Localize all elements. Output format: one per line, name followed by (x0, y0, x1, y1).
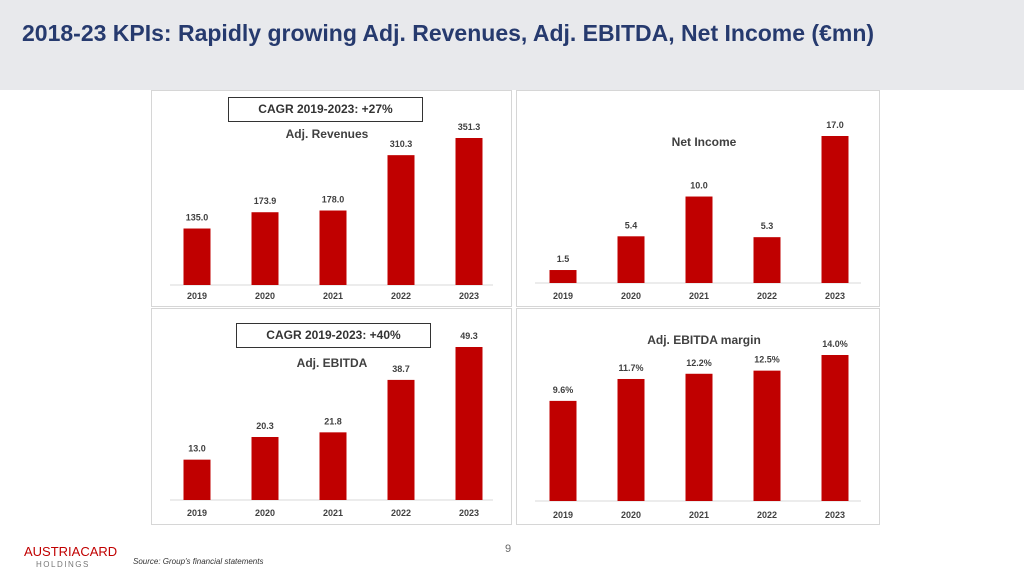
bar-2019 (549, 400, 577, 501)
data-label-2022: 310.3 (390, 139, 413, 149)
cagr-annotation-ebitda: CAGR 2019-2023: +40% (236, 323, 431, 348)
chart-adj-revenues: Adj. Revenues 135.0 2019 173.9 2020 178.0 2021… (170, 122, 493, 301)
category-label-2021: 2021 (323, 291, 343, 301)
logo-wordmark: AUSTRIACARD (24, 544, 118, 559)
category-label-2022: 2022 (757, 291, 777, 301)
data-label-2020: 20.3 (256, 421, 274, 431)
category-label-2022: 2022 (391, 291, 411, 301)
bar-2023 (821, 136, 849, 283)
bar-2019 (549, 270, 577, 283)
panel-adj-ebitda: Adj. EBITDA 13.0 2019 20.3 2020 21.8 2021 38.7 2… (151, 308, 512, 525)
bar-2023 (455, 138, 483, 285)
data-label-2023: 14.0% (822, 339, 848, 349)
chart-title: Adj. EBITDA (297, 356, 368, 370)
chart-title: Adj. Revenues (286, 127, 369, 141)
bar-2020 (251, 437, 279, 500)
bar-2022 (753, 237, 781, 283)
data-label-2021: 12.2% (686, 358, 712, 368)
data-label-2019: 1.5 (557, 254, 570, 264)
bar-2019 (183, 459, 211, 500)
bar-2020 (617, 378, 645, 501)
data-label-2020: 173.9 (254, 196, 277, 206)
bar-2023 (455, 347, 483, 500)
data-label-2023: 351.3 (458, 122, 481, 132)
category-label-2021: 2021 (323, 508, 343, 518)
category-label-2019: 2019 (187, 291, 207, 301)
category-label-2022: 2022 (391, 508, 411, 518)
chart-adj-ebitda: Adj. EBITDA 13.0 2019 20.3 2020 21.8 2021 38.7 2… (170, 331, 493, 518)
category-label-2020: 2020 (255, 291, 275, 301)
page-title: 2018-23 KPIs: Rapidly growing Adj. Reven… (22, 20, 875, 46)
data-label-2021: 10.0 (690, 181, 708, 191)
page-number: 9 (505, 543, 512, 555)
data-label-2022: 12.5% (754, 355, 780, 365)
bar-2019 (183, 228, 211, 285)
panel-adj-revenues: Adj. Revenues 135.0 2019 173.9 2020 178.0 2021… (151, 90, 512, 307)
bar-2020 (251, 212, 279, 285)
data-label-2023: 17.0 (826, 120, 844, 130)
header-band: 2018-23 KPIs: Rapidly growing Adj. Reven… (0, 0, 1024, 90)
bar-2021 (319, 210, 347, 285)
category-label-2020: 2020 (621, 291, 641, 301)
cagr-annotation-revenues: CAGR 2019-2023: +27% (228, 97, 423, 122)
data-label-2022: 5.3 (761, 221, 774, 231)
data-label-2019: 13.0 (188, 444, 206, 454)
category-label-2020: 2020 (621, 510, 641, 520)
bar-2022 (753, 370, 781, 501)
chart-adj-ebitda-margin: Adj. EBITDA margin 9.6% 2019 11.7% 2020 12.2%… (535, 333, 861, 520)
data-label-2020: 11.7% (618, 363, 643, 373)
category-label-2019: 2019 (187, 508, 207, 518)
category-label-2023: 2023 (459, 291, 479, 301)
data-label-2020: 5.4 (625, 220, 638, 230)
category-label-2023: 2023 (459, 508, 479, 518)
panel-net-income: Net Income 1.5 2019 5.4 2020 10.0 2021 5.3 2022 1… (516, 90, 880, 307)
bar-2020 (617, 236, 645, 283)
bar-2023 (821, 355, 849, 501)
category-label-2023: 2023 (825, 510, 845, 520)
data-label-2023: 49.3 (460, 331, 478, 341)
panel-adj-ebitda-margin: Adj. EBITDA margin 9.6% 2019 11.7% 2020 12.2%… (516, 308, 880, 525)
data-label-2021: 178.0 (322, 195, 345, 205)
company-logo: AUSTRIACARD HOLDINGS (24, 544, 117, 569)
bar-2022 (387, 155, 415, 285)
bar-2021 (685, 373, 713, 501)
category-label-2019: 2019 (553, 291, 573, 301)
data-label-2019: 9.6% (553, 385, 574, 395)
bar-2022 (387, 379, 415, 500)
bar-2021 (319, 432, 347, 500)
source-note: Source: Group's financial statements (133, 557, 264, 566)
category-label-2020: 2020 (255, 508, 275, 518)
bar-2021 (685, 196, 713, 283)
category-label-2023: 2023 (825, 291, 845, 301)
data-label-2022: 38.7 (392, 364, 410, 374)
chart-title: Net Income (672, 135, 737, 149)
category-label-2021: 2021 (689, 291, 709, 301)
logo-subtitle: HOLDINGS (36, 560, 90, 569)
category-label-2022: 2022 (757, 510, 777, 520)
category-label-2019: 2019 (553, 510, 573, 520)
data-label-2021: 21.8 (324, 416, 342, 426)
chart-title: Adj. EBITDA margin (647, 333, 761, 347)
data-label-2019: 135.0 (186, 213, 209, 223)
chart-net-income: Net Income 1.5 2019 5.4 2020 10.0 2021 5.3 2022 1… (535, 120, 861, 301)
category-label-2021: 2021 (689, 510, 709, 520)
